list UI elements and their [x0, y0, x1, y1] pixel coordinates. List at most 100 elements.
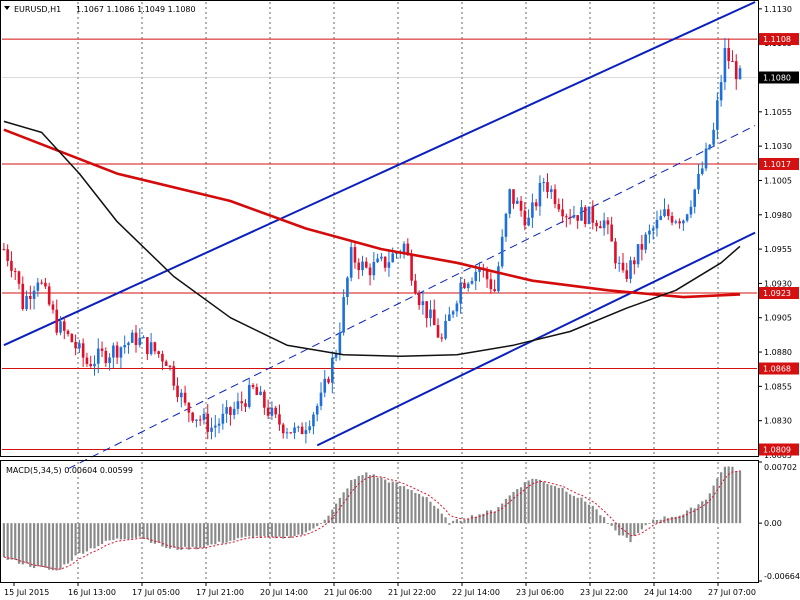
macd-bar: [485, 510, 489, 524]
price-marker-label: 1.1080: [763, 74, 791, 83]
candle: [549, 189, 553, 193]
time-tick-label: 22 Jul 14:00: [452, 588, 500, 597]
macd-bar: [316, 523, 319, 527]
macd-bar: [29, 523, 32, 567]
macd-bar: [365, 472, 368, 524]
candle: [451, 311, 455, 315]
ohlc-values: 1.1067 1.1086 1.1049 1.1080: [76, 5, 196, 14]
macd-bar: [6, 523, 9, 560]
price-tick-label: 1.0980: [764, 211, 792, 220]
candle: [489, 279, 493, 290]
macd-bar: [229, 523, 232, 541]
macd-bar: [116, 523, 119, 539]
macd-bar: [263, 523, 266, 537]
candle: [666, 209, 670, 216]
macd-bar: [48, 523, 51, 570]
macd-bar: [501, 503, 504, 524]
candle: [436, 325, 440, 338]
candle: [576, 215, 579, 221]
price-tick-label: 1.0955: [764, 245, 792, 254]
macd-bar: [146, 523, 149, 540]
macd-bar: [659, 519, 662, 524]
symbol-label: EURUSD,H1: [14, 5, 61, 14]
macd-bar: [599, 515, 602, 524]
price-tick-label: 1.0855: [764, 382, 792, 391]
macd-histogram: [2, 466, 742, 571]
candle: [180, 392, 183, 398]
macd-bar: [40, 523, 43, 568]
candle: [414, 280, 417, 294]
time-tick-label: 23 Jul 06:00: [516, 588, 564, 597]
candle: [13, 270, 17, 272]
candle: [633, 260, 636, 265]
main-pane-border: [0, 0, 759, 457]
dropdown-arrow-icon[interactable]: [4, 6, 10, 10]
macd-bar: [565, 491, 568, 524]
macd-bar: [508, 495, 511, 524]
macd-bar: [429, 501, 432, 524]
candle: [738, 68, 742, 80]
time-tick-label: 15 Jul 2015: [4, 588, 49, 597]
macd-bar: [248, 523, 251, 537]
macd-bar: [112, 523, 115, 540]
channel-midline[interactable]: [67, 125, 756, 470]
macd-bar: [735, 471, 738, 524]
price-tick-label: 1.0830: [764, 417, 792, 426]
macd-bar: [195, 523, 198, 550]
macd-bar: [636, 523, 640, 533]
macd-bar: [217, 523, 221, 542]
macd-bar: [214, 523, 217, 545]
price-tick-label: 1.0905: [764, 314, 792, 323]
candle: [78, 343, 81, 349]
candle: [130, 332, 134, 343]
candle: [342, 297, 345, 333]
candle: [274, 407, 277, 415]
candle: [349, 247, 353, 278]
candle: [149, 342, 153, 355]
macd-bar: [693, 508, 696, 524]
macd-bar: [531, 478, 534, 524]
macd-bar: [391, 481, 394, 524]
candle: [614, 241, 617, 264]
macd-bar: [301, 523, 304, 535]
macd-tick-label: -0.00664: [764, 572, 800, 581]
macd-bar: [629, 523, 632, 543]
macd-bar: [63, 523, 66, 565]
macd-bar: [36, 523, 39, 567]
moving-average-slow[interactable]: [3, 128, 741, 299]
candle: [682, 220, 685, 224]
price-marker-label: 1.0809: [763, 446, 791, 455]
macd-bar: [538, 479, 542, 524]
macd-bar: [580, 497, 583, 524]
price-tick-label: 1.1030: [764, 142, 792, 151]
price-marker-label: 1.1108: [763, 35, 791, 44]
macd-bar: [663, 516, 666, 524]
candle: [47, 286, 51, 305]
macd-bar: [293, 523, 296, 537]
macd-bar: [542, 481, 545, 524]
candle: [210, 427, 213, 432]
macd-bar: [350, 480, 353, 524]
macd-bar: [191, 523, 194, 547]
macd-bar: [448, 523, 451, 525]
macd-bar: [297, 523, 300, 535]
macd-bar: [463, 519, 466, 524]
candle: [327, 378, 330, 383]
candle: [617, 262, 621, 264]
macd-pane-border: [0, 460, 759, 583]
candle: [512, 189, 515, 204]
candle: [229, 407, 232, 415]
macd-bar: [470, 515, 474, 524]
macd-bar: [357, 475, 360, 524]
moving-average-fast[interactable]: [3, 120, 741, 357]
macd-bar: [176, 523, 179, 550]
time-axis: 15 Jul 2015 16 Jul 13:00 17 Jul 05:00 17 Ju…: [4, 582, 756, 597]
candle: [304, 430, 308, 435]
candle: [538, 182, 542, 207]
macd-bar: [433, 505, 436, 524]
candle: [93, 363, 96, 367]
macd-bar: [376, 477, 379, 524]
channel-line[interactable]: [3, 1, 756, 347]
macd-bar: [233, 523, 236, 541]
